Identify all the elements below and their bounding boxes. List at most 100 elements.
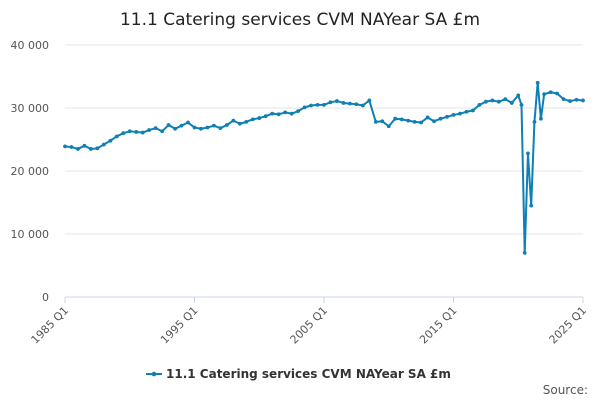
data-point[interactable] (114, 134, 119, 139)
data-point[interactable] (276, 112, 281, 117)
data-point[interactable] (76, 147, 80, 151)
data-point[interactable] (348, 101, 352, 106)
data-point[interactable] (393, 116, 398, 121)
data-point[interactable] (95, 146, 100, 151)
data-point[interactable] (519, 102, 524, 107)
x-tick-label: 1995 Q1 (158, 304, 201, 347)
data-point[interactable] (503, 97, 508, 102)
data-point[interactable] (192, 125, 197, 130)
data-point[interactable] (471, 108, 475, 113)
data-point[interactable] (199, 126, 203, 131)
data-point[interactable] (548, 90, 553, 95)
data-point[interactable] (561, 97, 566, 102)
data-point[interactable] (257, 116, 262, 120)
data-point[interactable] (425, 115, 430, 120)
data-point[interactable] (522, 251, 527, 255)
y-tick-label: 40 000 (11, 39, 50, 52)
data-point[interactable] (445, 114, 449, 119)
x-tick-label: 2025 Q1 (547, 304, 590, 347)
data-point[interactable] (341, 101, 346, 105)
data-point[interactable] (63, 144, 67, 149)
data-point[interactable] (328, 100, 333, 105)
data-point[interactable] (386, 124, 391, 129)
data-point[interactable] (483, 99, 488, 104)
data-point[interactable] (406, 118, 411, 123)
data-point[interactable] (166, 123, 171, 127)
y-tick-label: 0 (42, 291, 49, 304)
data-point[interactable] (302, 105, 307, 110)
data-point[interactable] (121, 131, 126, 136)
data-point[interactable] (432, 119, 436, 124)
data-point[interactable] (373, 119, 378, 124)
data-point[interactable] (315, 102, 320, 107)
data-point[interactable] (153, 126, 158, 131)
data-point[interactable] (464, 109, 469, 114)
x-tick-label: 1985 Q1 (29, 304, 72, 347)
y-tick-label: 10 000 (11, 228, 50, 241)
data-point[interactable] (205, 125, 210, 130)
data-point[interactable] (354, 102, 359, 107)
data-point[interactable] (380, 119, 385, 124)
data-point[interactable] (173, 126, 177, 131)
data-point[interactable] (568, 99, 572, 103)
data-point[interactable] (496, 99, 501, 104)
data-point[interactable] (532, 119, 537, 124)
data-point[interactable] (237, 121, 242, 126)
y-axis-ticks: 0 10 000 20 000 30 000 40 000 (11, 39, 50, 304)
data-point[interactable] (529, 203, 534, 208)
data-point[interactable] (231, 118, 236, 123)
data-point[interactable] (526, 151, 530, 156)
data-point[interactable] (451, 113, 456, 117)
data-point[interactable] (581, 98, 585, 103)
data-point[interactable] (367, 98, 372, 103)
data-point[interactable] (82, 143, 87, 148)
data-point[interactable] (322, 102, 326, 107)
data-point[interactable] (160, 129, 165, 134)
data-point[interactable] (224, 123, 229, 127)
data-point[interactable] (296, 109, 300, 114)
data-point[interactable] (516, 93, 521, 98)
data-point[interactable] (335, 99, 339, 103)
data-point[interactable] (283, 110, 288, 115)
data-point[interactable] (244, 119, 249, 124)
data-point[interactable] (108, 138, 113, 143)
data-point[interactable] (509, 101, 514, 105)
data-point[interactable] (134, 130, 139, 134)
data-point[interactable] (250, 117, 255, 122)
grid-lines (65, 44, 583, 235)
data-point[interactable] (399, 117, 404, 122)
data-point[interactable] (555, 91, 559, 96)
data-point[interactable] (101, 142, 106, 147)
data-point[interactable] (412, 119, 417, 124)
data-point[interactable] (360, 103, 365, 108)
data-point[interactable] (147, 128, 152, 132)
data-point[interactable] (477, 102, 482, 107)
data-point[interactable] (218, 126, 223, 131)
data-point[interactable] (458, 111, 462, 116)
data-point[interactable] (69, 145, 74, 149)
data-point[interactable] (212, 123, 216, 128)
data-point[interactable] (179, 123, 184, 128)
data-point[interactable] (539, 116, 543, 121)
x-axis: 1985 Q1 1995 Q1 2005 Q1 2015 Q1 2025 Q1 (29, 296, 590, 347)
data-point[interactable] (574, 97, 579, 102)
data-point[interactable] (419, 120, 424, 125)
data-point[interactable] (535, 80, 540, 85)
data-point[interactable] (490, 98, 495, 103)
legend[interactable]: 11.1 Catering services CVM NAYear SA £m (146, 367, 451, 381)
data-point[interactable] (127, 129, 132, 134)
y-tick-label: 30 000 (11, 102, 50, 115)
data-point[interactable] (542, 92, 547, 97)
data-point[interactable] (140, 130, 145, 135)
data-point[interactable] (309, 103, 313, 108)
chart-title: 11.1 Catering services CVM NAYear SA £m (120, 10, 480, 30)
data-point[interactable] (89, 147, 93, 151)
data-point[interactable] (289, 111, 294, 116)
data-point[interactable] (186, 120, 190, 125)
data-point[interactable] (270, 111, 275, 116)
data-point[interactable] (438, 116, 443, 121)
source-label: Source: (543, 383, 588, 397)
data-point[interactable] (263, 114, 268, 119)
